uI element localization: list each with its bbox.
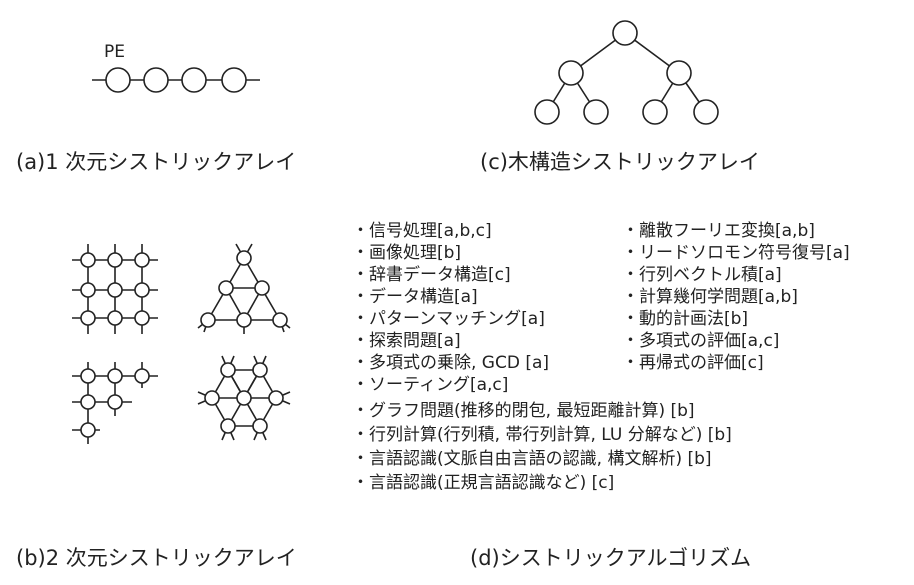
algorithm-item: ・離散フーリエ変換[a,b] bbox=[622, 221, 815, 241]
triangular-array bbox=[197, 243, 291, 334]
tree-array bbox=[534, 20, 719, 125]
algorithm-item: ・再帰式の評価[c] bbox=[622, 353, 764, 373]
algorithm-item: ・探索問題[a] bbox=[352, 331, 461, 351]
caption-1d-array: (a)1 次元シストリックアレイ bbox=[16, 150, 297, 174]
algorithm-item: ・リードソロモン符号復号[a] bbox=[622, 243, 850, 263]
algorithm-item: ・データ構造[a] bbox=[352, 287, 478, 307]
algorithm-item: ・計算幾何学問題[a,b] bbox=[622, 287, 798, 307]
algorithm-item: ・言語認識(正規言語認識など) [c] bbox=[352, 473, 615, 493]
algorithm-item: ・多項式の評価[a,c] bbox=[622, 331, 780, 351]
square-mesh-array bbox=[72, 244, 158, 334]
algorithm-item: ・辞書データ構造[c] bbox=[352, 265, 511, 285]
algorithm-item: ・動的計画法[b] bbox=[622, 309, 749, 329]
linear-array-1d bbox=[92, 67, 260, 93]
caption-algorithms: (d)シストリックアルゴリズム bbox=[470, 546, 752, 570]
algorithm-item: ・画像処理[b] bbox=[352, 243, 462, 263]
algorithm-item: ・信号処理[a,b,c] bbox=[352, 221, 492, 241]
algorithm-item: ・行列ベクトル積[a] bbox=[622, 265, 782, 285]
algorithm-item: ・パターンマッチング[a] bbox=[352, 309, 545, 329]
caption-2d-array: (b)2 次元シストリックアレイ bbox=[16, 546, 297, 570]
pe-label: PE bbox=[104, 42, 125, 62]
algorithm-item: ・グラフ問題(推移的閉包, 最短距離計算) [b] bbox=[352, 401, 695, 421]
hexagonal-array bbox=[197, 355, 291, 441]
caption-tree-array: (c)木構造シストリックアレイ bbox=[480, 150, 760, 174]
algorithm-item: ・言語認識(文脈自由言語の認識, 構文解析) [b] bbox=[352, 449, 712, 469]
staircase-array bbox=[72, 362, 158, 444]
algorithm-item: ・多項式の乗除, GCD [a] bbox=[352, 353, 550, 373]
algorithm-item: ・行列計算(行列積, 帯行列計算, LU 分解など) [b] bbox=[352, 425, 732, 445]
algorithm-item: ・ソーティング[a,c] bbox=[352, 375, 509, 395]
